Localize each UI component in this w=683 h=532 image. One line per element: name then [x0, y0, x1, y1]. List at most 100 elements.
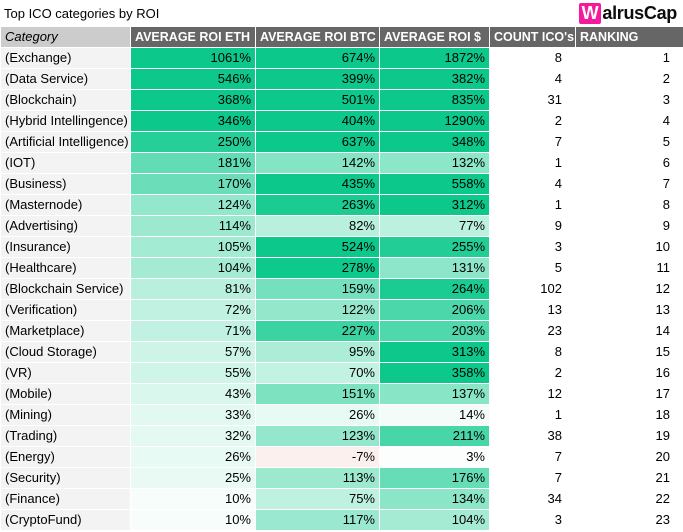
count-cell[interactable]: 4 — [489, 68, 576, 90]
roi-btc-cell[interactable]: 82% — [255, 215, 380, 237]
roi-btc-cell[interactable]: 70% — [255, 362, 380, 384]
category-cell[interactable]: (CryptoFund) — [0, 509, 131, 531]
category-cell[interactable]: (Security) — [0, 467, 131, 489]
category-cell[interactable]: (Blockchain Service) — [0, 278, 131, 300]
roi-eth-cell[interactable]: 10% — [130, 509, 256, 531]
ranking-cell[interactable]: 18 — [575, 404, 683, 426]
roi-eth-cell[interactable]: 43% — [130, 383, 256, 405]
roi-btc-cell[interactable]: 278% — [255, 257, 380, 279]
roi-eth-cell[interactable]: 124% — [130, 194, 256, 216]
ranking-cell[interactable]: 3 — [575, 89, 683, 111]
roi-btc-cell[interactable]: 117% — [255, 509, 380, 531]
ranking-cell[interactable]: 13 — [575, 299, 683, 321]
ranking-cell[interactable]: 2 — [575, 68, 683, 90]
roi-btc-cell[interactable]: 227% — [255, 320, 380, 342]
ranking-cell[interactable]: 1 — [575, 47, 683, 69]
ranking-cell[interactable]: 7 — [575, 173, 683, 195]
roi-btc-cell[interactable]: 122% — [255, 299, 380, 321]
roi-eth-cell[interactable]: 32% — [130, 425, 256, 447]
category-cell[interactable]: (Verification) — [0, 299, 131, 321]
category-cell[interactable]: (Healthcare) — [0, 257, 131, 279]
ranking-cell[interactable]: 14 — [575, 320, 683, 342]
count-cell[interactable]: 5 — [489, 257, 576, 279]
roi-eth-cell[interactable]: 25% — [130, 467, 256, 489]
ranking-cell[interactable]: 12 — [575, 278, 683, 300]
column-header-count[interactable]: COUNT ICO's — [489, 26, 576, 48]
roi-usd-cell[interactable]: 176% — [379, 467, 490, 489]
category-cell[interactable]: (Mining) — [0, 404, 131, 426]
roi-btc-cell[interactable]: 123% — [255, 425, 380, 447]
roi-usd-cell[interactable]: 382% — [379, 68, 490, 90]
roi-btc-cell[interactable]: 113% — [255, 467, 380, 489]
roi-eth-cell[interactable]: 55% — [130, 362, 256, 384]
roi-eth-cell[interactable]: 72% — [130, 299, 256, 321]
count-cell[interactable]: 8 — [489, 47, 576, 69]
roi-btc-cell[interactable]: 501% — [255, 89, 380, 111]
count-cell[interactable]: 1 — [489, 194, 576, 216]
roi-usd-cell[interactable]: 206% — [379, 299, 490, 321]
category-cell[interactable]: (Data Service) — [0, 68, 131, 90]
ranking-cell[interactable]: 19 — [575, 425, 683, 447]
count-cell[interactable]: 13 — [489, 299, 576, 321]
category-cell[interactable]: (Cloud Storage) — [0, 341, 131, 363]
roi-usd-cell[interactable]: 132% — [379, 152, 490, 174]
roi-eth-cell[interactable]: 10% — [130, 488, 256, 510]
roi-eth-cell[interactable]: 33% — [130, 404, 256, 426]
category-cell[interactable]: (Advertising) — [0, 215, 131, 237]
category-cell[interactable]: (Hybrid Intellingence) — [0, 110, 131, 132]
category-cell[interactable]: (Exchange) — [0, 47, 131, 69]
roi-usd-cell[interactable]: 313% — [379, 341, 490, 363]
roi-btc-cell[interactable]: 637% — [255, 131, 380, 153]
ranking-cell[interactable]: 21 — [575, 467, 683, 489]
roi-eth-cell[interactable]: 26% — [130, 446, 256, 468]
roi-usd-cell[interactable]: 203% — [379, 320, 490, 342]
roi-usd-cell[interactable]: 131% — [379, 257, 490, 279]
roi-eth-cell[interactable]: 1061% — [130, 47, 256, 69]
count-cell[interactable]: 7 — [489, 131, 576, 153]
roi-btc-cell[interactable]: 399% — [255, 68, 380, 90]
roi-usd-cell[interactable]: 137% — [379, 383, 490, 405]
roi-eth-cell[interactable]: 81% — [130, 278, 256, 300]
category-cell[interactable]: (Marketplace) — [0, 320, 131, 342]
roi-usd-cell[interactable]: 1290% — [379, 110, 490, 132]
count-cell[interactable]: 4 — [489, 173, 576, 195]
column-header-roi-eth[interactable]: AVERAGE ROI ETH — [130, 26, 256, 48]
roi-eth-cell[interactable]: 250% — [130, 131, 256, 153]
ranking-cell[interactable]: 20 — [575, 446, 683, 468]
ranking-cell[interactable]: 8 — [575, 194, 683, 216]
category-cell[interactable]: (Trading) — [0, 425, 131, 447]
count-cell[interactable]: 3 — [489, 236, 576, 258]
roi-btc-cell[interactable]: 263% — [255, 194, 380, 216]
roi-usd-cell[interactable]: 1872% — [379, 47, 490, 69]
roi-usd-cell[interactable]: 348% — [379, 131, 490, 153]
roi-eth-cell[interactable]: 170% — [130, 173, 256, 195]
ranking-cell[interactable]: 6 — [575, 152, 683, 174]
category-cell[interactable]: (Finance) — [0, 488, 131, 510]
count-cell[interactable]: 3 — [489, 509, 576, 531]
roi-btc-cell[interactable]: 142% — [255, 152, 380, 174]
roi-usd-cell[interactable]: 255% — [379, 236, 490, 258]
category-cell[interactable]: (VR) — [0, 362, 131, 384]
count-cell[interactable]: 102 — [489, 278, 576, 300]
count-cell[interactable]: 12 — [489, 383, 576, 405]
roi-usd-cell[interactable]: 134% — [379, 488, 490, 510]
count-cell[interactable]: 1 — [489, 152, 576, 174]
roi-eth-cell[interactable]: 546% — [130, 68, 256, 90]
ranking-cell[interactable]: 22 — [575, 488, 683, 510]
ranking-cell[interactable]: 11 — [575, 257, 683, 279]
column-header-roi-btc[interactable]: AVERAGE ROI BTC — [255, 26, 380, 48]
roi-btc-cell[interactable]: 435% — [255, 173, 380, 195]
roi-eth-cell[interactable]: 104% — [130, 257, 256, 279]
column-header-category[interactable]: Category — [0, 26, 131, 48]
category-cell[interactable]: (IOT) — [0, 152, 131, 174]
roi-usd-cell[interactable]: 835% — [379, 89, 490, 111]
roi-btc-cell[interactable]: 674% — [255, 47, 380, 69]
count-cell[interactable]: 9 — [489, 215, 576, 237]
roi-usd-cell[interactable]: 211% — [379, 425, 490, 447]
roi-eth-cell[interactable]: 346% — [130, 110, 256, 132]
column-header-roi-usd[interactable]: AVERAGE ROI $ — [379, 26, 490, 48]
roi-usd-cell[interactable]: 77% — [379, 215, 490, 237]
roi-btc-cell[interactable]: 404% — [255, 110, 380, 132]
roi-btc-cell[interactable]: 524% — [255, 236, 380, 258]
count-cell[interactable]: 8 — [489, 341, 576, 363]
